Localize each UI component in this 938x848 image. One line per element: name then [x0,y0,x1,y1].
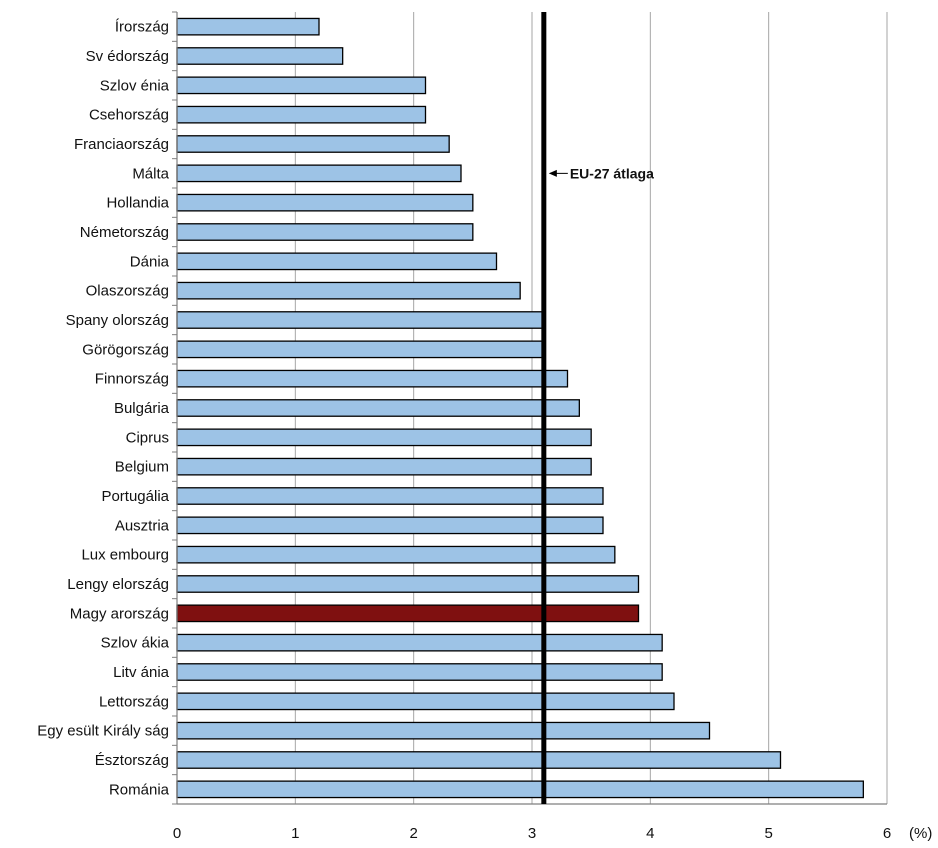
axes [172,11,887,805]
eu-average-arrow-head [548,169,557,177]
bar-12 [176,369,569,388]
bar-6 [176,193,474,212]
bar-1 [176,47,344,65]
bar-3 [176,105,427,124]
bar-0 [176,17,320,36]
category-label-16: Portugália [101,488,169,505]
category-label-3: Csehország [89,107,169,124]
category-label-20: Magy arország [70,605,169,622]
bar-17 [176,516,604,535]
category-label-11: Görögország [82,341,169,358]
category-label-21: Szlov ákia [101,635,170,652]
bar-9 [176,281,521,300]
bar-18 [176,545,616,564]
x-tick-label-4: 4 [646,825,654,842]
category-label-8: Dánia [130,253,170,270]
category-label-23: Lettország [99,693,169,710]
category-label-18: Lux embourg [81,547,169,564]
category-label-19: Lengy elország [67,576,169,593]
bar-4 [176,135,450,153]
category-label-4: Franciaország [74,136,169,153]
category-label-22: Litv ánia [113,664,170,681]
bar-26 [176,780,864,799]
category-label-6: Hollandia [106,195,169,212]
category-labels: Írország Sv édország Szlov énia Csehország F… [37,19,169,799]
reference-line-group: EU-27 átlaga [541,12,654,804]
eu-average-label: EU-27 átlaga [570,165,654,181]
category-label-7: Németország [80,224,169,241]
category-label-2: Szlov énia [100,77,170,94]
category-label-0: Írország [115,19,169,36]
x-tick-label-1: 1 [291,825,299,842]
bar-24 [176,721,711,740]
category-label-12: Finnország [95,371,169,388]
x-tick-label-3: 3 [528,825,536,842]
x-tick-label-6: 6 [883,825,891,842]
category-label-14: Ciprus [126,429,169,446]
x-tick-label-5: 5 [764,825,772,842]
category-label-26: Románia [109,781,170,798]
bar-13 [176,399,580,417]
x-unit-label: (%) [909,825,932,842]
x-tick-label-0: 0 [173,825,181,842]
category-label-17: Ausztria [115,517,170,534]
bar-10 [176,311,545,329]
category-label-1: Sv édország [86,48,169,65]
bar-20 [176,604,640,623]
bar-22 [176,663,663,681]
category-label-9: Olaszország [86,283,169,300]
bar-8 [176,252,498,271]
bar-23 [176,692,675,711]
bar-16 [176,487,604,505]
bar-7 [176,223,474,241]
category-label-5: Málta [132,165,169,182]
category-label-24: Egy esült Király ság [37,723,169,740]
category-label-13: Bulgária [114,400,170,417]
bar-25 [176,751,782,769]
bar-14 [176,428,592,447]
category-label-10: Spany olország [66,312,169,329]
x-tick-label-2: 2 [409,825,417,842]
bar-15 [176,457,592,476]
bar-11 [176,340,545,359]
bar-19 [176,575,640,593]
category-label-15: Belgium [115,459,169,476]
bars [176,17,864,799]
x-tick-labels: 0 1 2 3 4 5 6 [173,825,891,842]
bar-5 [176,164,462,183]
bar-2 [176,76,427,95]
category-label-25: Észtország [95,752,169,769]
bar-21 [176,633,663,652]
